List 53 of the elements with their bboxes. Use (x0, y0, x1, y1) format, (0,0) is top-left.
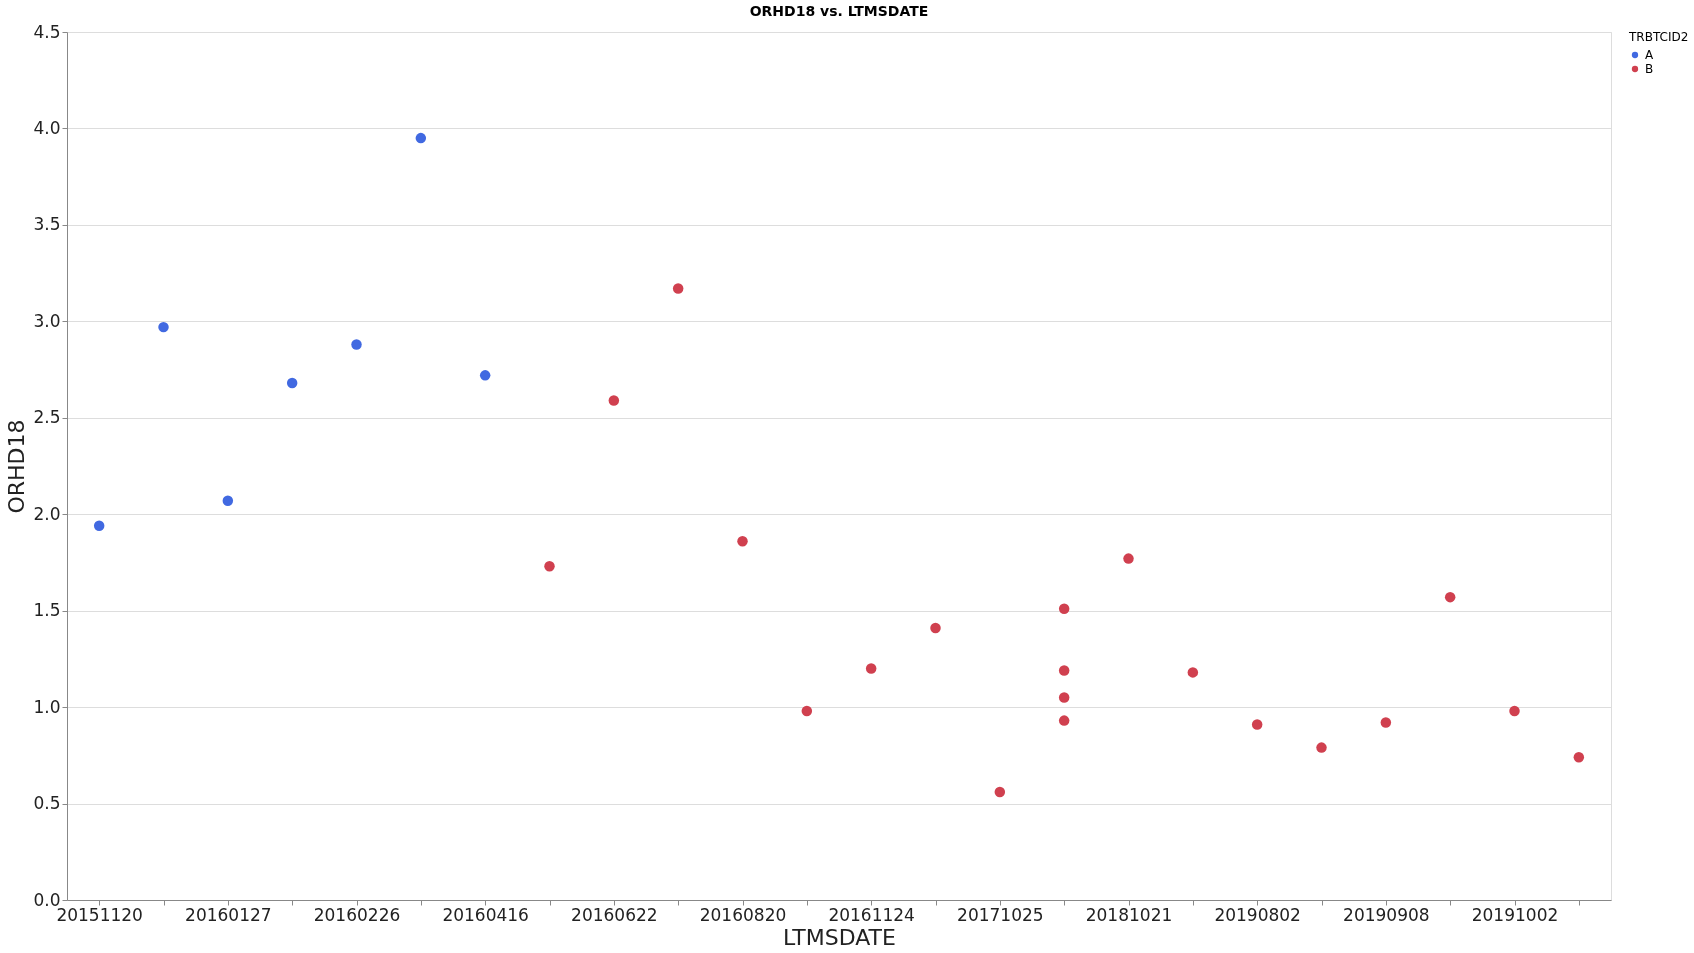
point (1058, 665, 1070, 676)
point (286, 377, 298, 389)
point (1251, 719, 1263, 730)
point (544, 561, 555, 572)
point (608, 395, 620, 406)
x-tick-label: 20160226 (313, 904, 401, 925)
x-tick-label: 20160622 (571, 904, 658, 925)
y-tick-label: 1.5 (33, 600, 61, 621)
y-tick-label: 2.0 (33, 503, 61, 524)
point (1058, 603, 1070, 614)
point (1187, 667, 1199, 678)
x-tick-label: 20160820 (699, 904, 787, 925)
x-tick-label: 20190908 (1343, 904, 1430, 925)
legend-label: B (1645, 62, 1654, 76)
point (865, 663, 877, 674)
point (737, 535, 748, 547)
point (1380, 717, 1392, 728)
y-axis-title: ORHD18 (4, 419, 30, 514)
x-tick-label: 20160127 (185, 904, 272, 925)
point (994, 786, 1006, 798)
point (222, 495, 234, 506)
legend-title: TRBTCID2 (1628, 30, 1689, 44)
point (1316, 742, 1327, 753)
y-tick-label: 4.5 (33, 21, 61, 42)
x-axis-title: LTMSDATE (783, 924, 896, 950)
x-tick-label: 20161124 (828, 904, 915, 925)
point (1509, 705, 1520, 717)
x-tick-label: 20160416 (442, 904, 529, 925)
point (672, 283, 684, 294)
y-tick-label: 3.5 (33, 214, 61, 235)
point (801, 705, 813, 717)
legend-label: A (1645, 48, 1654, 62)
y-tick-label: 1.0 (33, 696, 61, 717)
point (351, 339, 362, 350)
y-tick-label: 0.5 (33, 793, 61, 814)
point (1058, 715, 1070, 726)
point (1123, 553, 1134, 564)
x-tick-label: 20191002 (1471, 904, 1559, 925)
x-tick-label: 20190802 (1214, 904, 1301, 925)
chart-title: ORHD18 vs. LTMSDATE (749, 3, 929, 19)
y-tick-label: 2.5 (33, 407, 61, 428)
point (479, 370, 491, 381)
point (1444, 591, 1456, 603)
x-tick-label: 20181021 (1085, 904, 1173, 925)
point (158, 321, 169, 333)
point (415, 132, 427, 144)
y-tick-label: 3.0 (33, 310, 61, 331)
point (930, 622, 941, 634)
point (93, 520, 105, 532)
point (1573, 752, 1585, 763)
x-tick-label: 20171025 (957, 904, 1044, 925)
y-tick-label: 4.0 (33, 117, 61, 138)
point (1058, 692, 1070, 703)
